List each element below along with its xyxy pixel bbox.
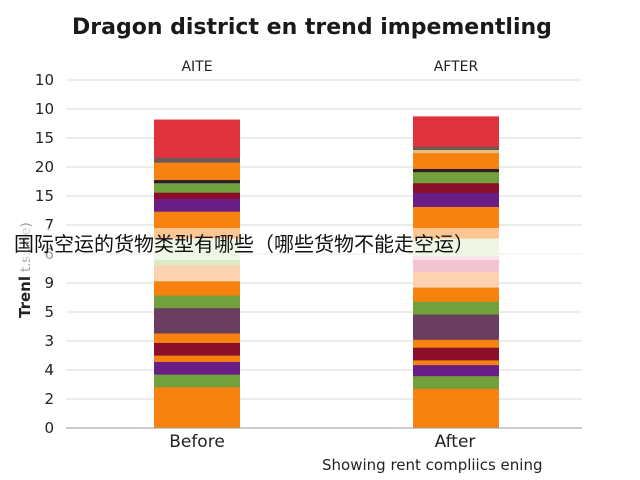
y-tick-label: 0 — [44, 419, 54, 437]
bar-segment — [154, 198, 240, 212]
chart-title: Dragon district en trend impementling — [72, 15, 552, 40]
bar-segment — [413, 116, 499, 147]
bar-segment — [413, 339, 499, 348]
y-tick-label: 2 — [44, 390, 54, 408]
bar-segment — [154, 307, 240, 334]
bar-segment — [413, 301, 499, 315]
y-tick-label: 10 — [35, 100, 54, 118]
bar-segment — [413, 359, 499, 366]
bar-segment — [154, 374, 240, 388]
bar-segment — [413, 168, 499, 173]
stacked-bar-before — [154, 119, 240, 429]
bar-segment — [413, 314, 499, 340]
bar-segment — [154, 386, 240, 429]
bar-segment — [413, 149, 499, 154]
bar-segment — [413, 192, 499, 207]
bar-segment — [154, 295, 240, 309]
bar-segment — [154, 179, 240, 184]
bar-segment — [413, 364, 499, 377]
bar-segment — [154, 342, 240, 356]
bar-segment — [413, 152, 499, 169]
bar-segment — [413, 347, 499, 361]
bar-segment — [154, 119, 240, 158]
column-header-after: AFTER — [434, 59, 479, 75]
bar-segment — [413, 182, 499, 193]
y-tick-label: 7 — [44, 216, 54, 234]
y-axis-ticks: 024359671520151010 — [35, 71, 54, 437]
y-tick-label: 10 — [35, 71, 54, 89]
bar-segment — [154, 192, 240, 200]
stacked-bar-after — [413, 116, 499, 429]
y-tick-label: 3 — [44, 332, 54, 350]
overlay-band — [0, 228, 640, 260]
y-axis-label: Trenl — [16, 276, 34, 318]
bar-segment — [413, 287, 499, 302]
x-axis-caption: Showing rent compliics ening — [322, 456, 542, 474]
bar-segment — [413, 388, 499, 429]
bars — [154, 116, 499, 429]
bar-segment — [413, 271, 499, 288]
y-tick-label: 5 — [44, 303, 54, 321]
bar-segment — [154, 280, 240, 296]
y-tick-label: 4 — [44, 361, 54, 379]
category-label-before: Before — [169, 432, 225, 452]
bar-segment — [154, 265, 240, 282]
bar-segment — [154, 361, 240, 375]
bar-segment — [154, 355, 240, 362]
category-label-after: After — [435, 432, 476, 452]
bar-segment — [413, 171, 499, 184]
y-tick-label: 20 — [35, 158, 54, 176]
bar-segment — [413, 146, 499, 150]
bar-segment — [154, 157, 240, 163]
y-tick-label: 9 — [44, 274, 54, 292]
overlay-caption: 国际空运的货物类型有哪些（哪些货物不能走空运） — [14, 232, 474, 256]
bar-segment — [154, 182, 240, 193]
y-tick-label: 15 — [35, 187, 54, 205]
bar-segment — [413, 375, 499, 389]
column-header-before: AITE — [181, 59, 212, 75]
y-tick-label: 15 — [35, 129, 54, 147]
bar-segment — [154, 162, 240, 181]
bar-segment — [154, 333, 240, 343]
